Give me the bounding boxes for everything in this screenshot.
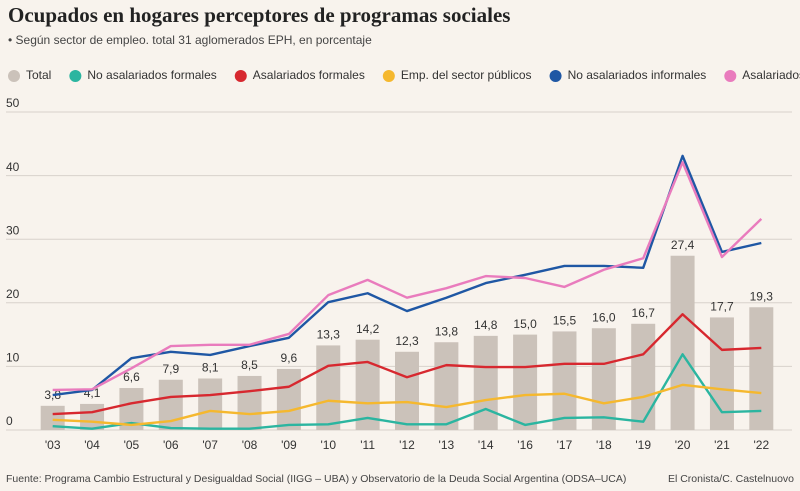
y-tick-label: 20 [6, 287, 20, 301]
x-tick-label: '08 [242, 438, 258, 452]
source: Fuente: Programa Cambio Estructural y De… [6, 473, 626, 485]
x-tick-label: '03 [45, 438, 61, 452]
x-tick-label: '04 [84, 438, 100, 452]
line [52, 154, 762, 397]
chart-title: Ocupados en hogares perceptores de progr… [8, 3, 510, 27]
bar [237, 375, 262, 430]
bar [434, 342, 459, 430]
legend-label: Asalariados formales [253, 68, 365, 82]
x-tick-label: '06 [163, 438, 179, 452]
y-tick-label: 40 [6, 160, 20, 174]
legend-marker [382, 70, 395, 82]
x-tick-label: '07 [202, 438, 218, 452]
x-tick-label: '09 [281, 438, 297, 452]
x-tick-label: '14 [478, 438, 494, 452]
x-tick-label: '12 [399, 438, 415, 452]
legend-marker [234, 70, 247, 82]
value-label: 15,5 [553, 314, 577, 328]
value-label: 16,7 [632, 306, 656, 320]
y-tick-label: 10 [6, 351, 20, 365]
legend-marker [69, 70, 82, 82]
y-tick-label: 0 [6, 414, 13, 428]
x-tick-label: '22 [753, 438, 769, 452]
bar [749, 307, 774, 430]
y-tick-label: 50 [6, 96, 20, 110]
value-label: 12,3 [395, 334, 419, 348]
bar [395, 351, 419, 430]
legend-marker [724, 70, 737, 82]
value-label: 16,0 [592, 310, 616, 324]
value-label: 9,6 [281, 351, 298, 365]
x-tick-label: '18 [596, 438, 612, 452]
value-label: 19,3 [750, 289, 774, 303]
legend-label: Emp. del sector públicos [401, 68, 532, 82]
chart-subtitle: • Según sector de empleo. total 31 aglom… [8, 33, 372, 47]
value-label: 8,5 [241, 358, 258, 372]
y-tick-label: 30 [6, 223, 20, 237]
value-label: 17,7 [710, 300, 734, 314]
bar [513, 334, 538, 430]
line [52, 313, 762, 416]
value-label: 13,8 [435, 324, 459, 338]
value-label: 7,9 [162, 362, 179, 376]
bar [316, 345, 341, 430]
credit: El Cronista/C. Castelnuovo [668, 473, 794, 485]
legend-label: No asalariados formales [87, 68, 216, 82]
value-label: 8,1 [202, 361, 219, 375]
line [52, 161, 763, 392]
legend-label: Asalariados informales [742, 68, 800, 82]
value-label: 14,2 [356, 322, 380, 336]
x-tick-label: '21 [714, 438, 730, 452]
x-tick-label: '19 [635, 438, 651, 452]
bar [276, 368, 301, 430]
x-tick-label: '11 [360, 438, 375, 452]
legend-label: No asalariados informales [568, 68, 707, 82]
bar [80, 403, 105, 430]
bar [631, 323, 656, 430]
bar [552, 331, 577, 430]
x-tick-label: '10 [320, 438, 336, 452]
value-label: 27,4 [671, 238, 695, 252]
value-label: 14,8 [474, 318, 498, 332]
x-tick-label: '20 [675, 438, 691, 452]
x-tick-label: '13 [439, 438, 455, 452]
legend-marker [8, 70, 20, 82]
legend-marker [549, 70, 562, 82]
bar [473, 335, 498, 430]
line [52, 383, 762, 427]
bar [670, 255, 695, 430]
value-label: 15,0 [513, 317, 537, 331]
bar [355, 339, 380, 430]
bar [591, 328, 616, 430]
bar [198, 378, 223, 430]
x-tick-label: '17 [557, 438, 573, 452]
legend-label: Total [26, 68, 51, 82]
value-label: 13,3 [317, 328, 341, 342]
value-label: 6,6 [123, 370, 140, 384]
line [52, 353, 762, 430]
x-tick-label: '05 [124, 438, 140, 452]
x-tick-label: '16 [517, 438, 533, 452]
